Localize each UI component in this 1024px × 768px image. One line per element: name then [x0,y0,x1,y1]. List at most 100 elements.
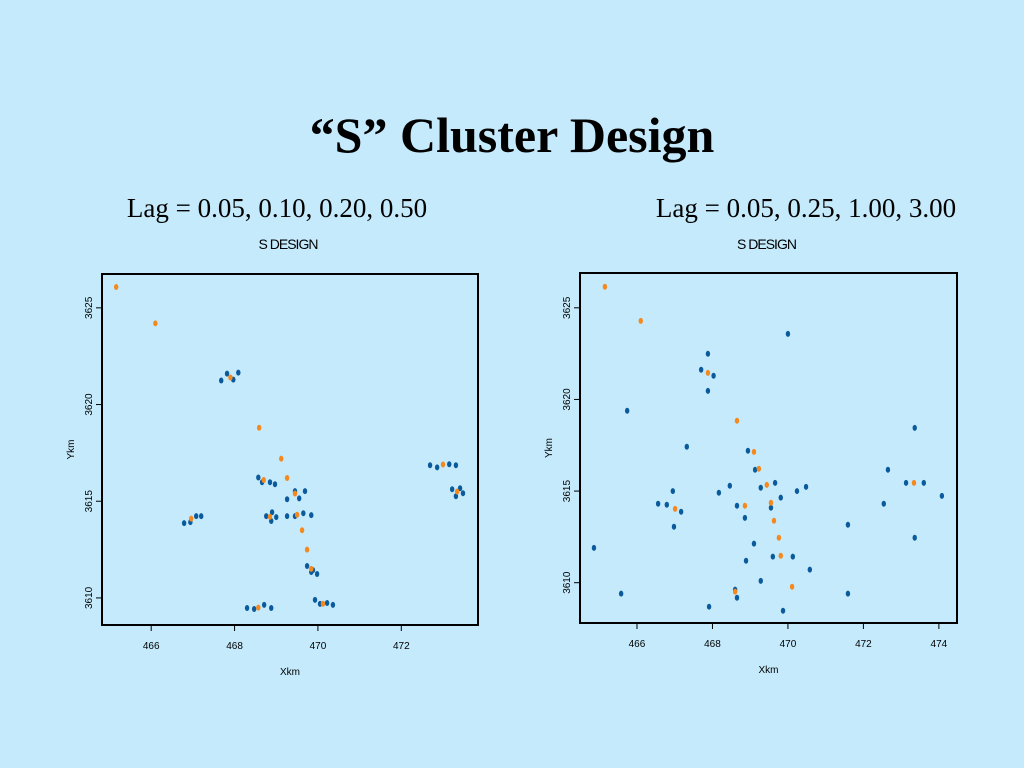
point [449,486,455,493]
point [716,489,722,496]
point [771,517,777,524]
point [743,557,749,564]
point [256,424,262,431]
point [734,502,740,509]
point [742,514,748,521]
point [734,417,740,424]
point [261,601,267,608]
point [803,483,809,490]
y-tick-label: 3615 [562,480,573,503]
point [261,476,266,483]
point [330,601,336,608]
x-axis-label: Xkm [280,667,300,678]
point [153,320,158,327]
chart-title: S DESIGN [259,236,318,252]
point [845,521,851,528]
point [284,513,290,520]
y-tick-label: 3620 [562,388,573,411]
point [758,577,763,584]
point [778,494,783,501]
point [911,479,917,486]
point [939,492,945,499]
point [309,512,314,519]
point [244,604,250,611]
point [745,447,751,454]
point [664,501,669,508]
y-tick-label: 3620 [84,393,95,416]
point [447,461,452,468]
point [885,466,891,473]
chart-subtitle: Lag = 0.05, 0.10, 0.20, 0.50 [127,193,427,223]
point [454,488,460,495]
x-tick-label: 474 [931,639,948,650]
point [434,464,440,471]
x-tick-label: 468 [226,641,243,652]
point [751,448,757,455]
point [194,513,199,520]
point [269,509,275,516]
point [756,465,762,472]
point [309,565,314,572]
point [780,607,786,614]
x-axis-label: Xkm [759,665,779,676]
point [742,502,748,509]
point [705,369,711,376]
point [776,534,782,541]
point [189,515,194,522]
point [751,540,757,547]
point [705,387,711,394]
point [881,500,886,507]
point [785,330,791,337]
point [228,374,233,381]
point [302,488,308,495]
point [256,474,261,481]
point [457,485,463,492]
point [267,479,273,486]
point [727,482,733,489]
point [764,481,770,488]
point [427,462,433,469]
point [299,527,305,534]
y-axis-label: Ykm [66,440,77,460]
point [655,500,661,507]
point [794,488,800,495]
point [711,372,716,379]
point [453,493,459,500]
point [304,563,310,570]
point [284,475,290,482]
point [312,596,318,603]
point [790,553,796,560]
point [618,590,624,597]
point [772,479,778,486]
point [671,523,677,530]
point [294,511,300,518]
point [324,599,330,606]
point [269,604,274,611]
y-tick-label: 3610 [562,571,573,594]
point [267,513,273,520]
x-tick-label: 472 [855,639,872,650]
point [602,283,608,290]
y-tick-label: 3625 [84,296,95,319]
point [301,510,306,517]
point [314,570,320,577]
point [684,443,689,450]
point [903,479,909,486]
point [768,504,774,511]
point [807,566,813,573]
point [440,461,446,468]
point [770,553,776,560]
x-tick-label: 466 [143,641,160,652]
point [181,520,187,527]
point [274,514,279,521]
point [199,513,204,520]
point [251,605,257,612]
point [304,546,310,553]
point [292,490,298,497]
point [912,534,917,541]
point [264,513,269,520]
point [678,508,684,515]
point [778,552,783,559]
point [453,462,459,469]
